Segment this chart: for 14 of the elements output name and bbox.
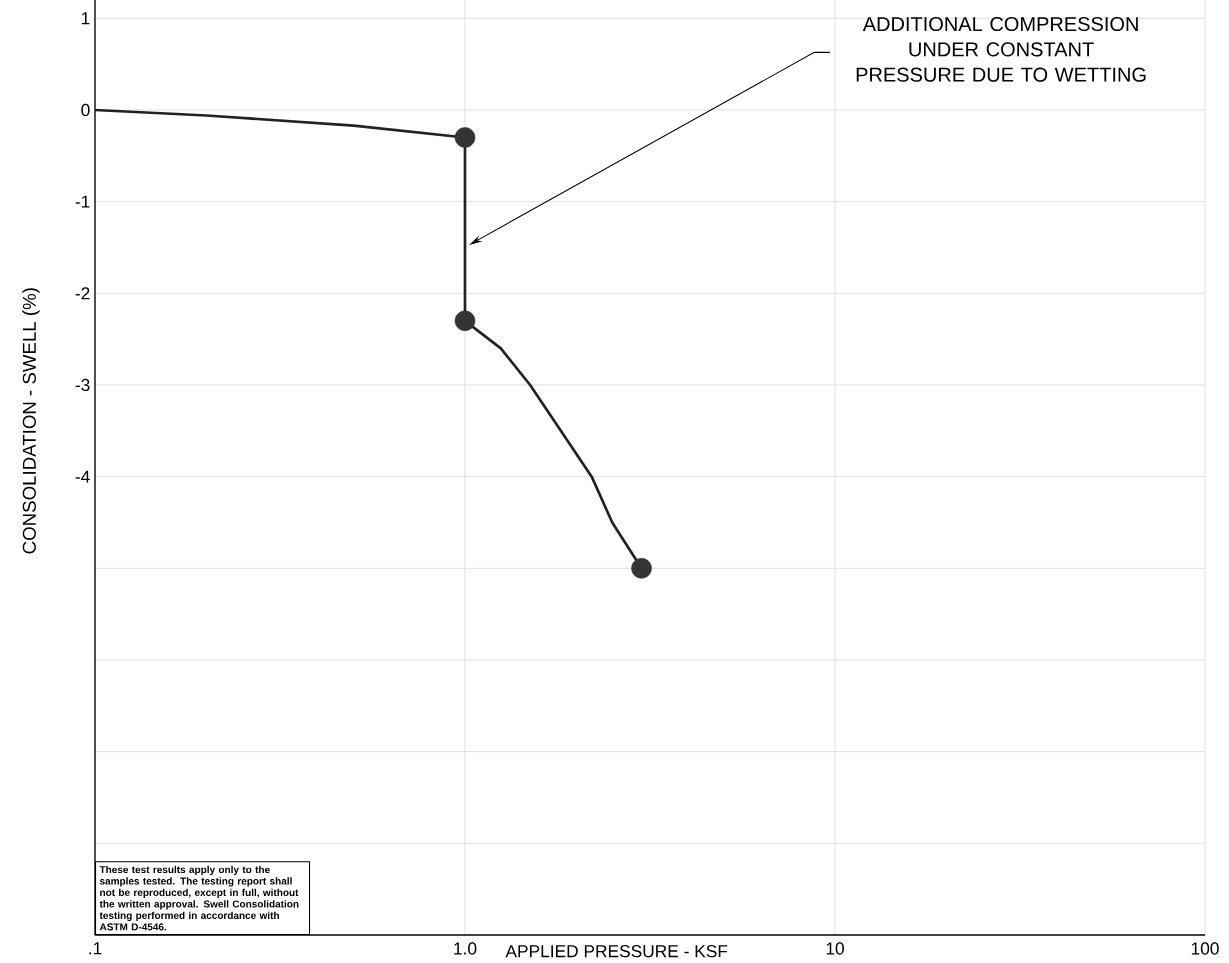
x-tick-label: .1: [89, 942, 102, 955]
y-tick-label: 0: [81, 103, 90, 117]
x-tick-label: 10: [826, 942, 844, 955]
y-axis-title: CONSOLIDATION - SWELL (%): [22, 288, 40, 554]
y-tick-label: -2: [75, 287, 90, 300]
y-tick-label: -4: [75, 470, 90, 483]
annotation: ADDITIONAL COMPRESSION UNDER CONSTANT PRESSURE DUE TO WETTING: [856, 16, 1146, 82]
x-axis-title: APPLIED PRESSURE - KSF: [505, 945, 728, 958]
x-tick-label: 1.0: [454, 942, 477, 955]
y-tick-label: 1: [81, 12, 90, 25]
annotation: These test results apply only to the samples tested. The testing report shall not be reproduced, except in full, without the written approval. Swell Consolidation testing performed in accordance with ASTM D-4546.: [99, 865, 299, 931]
x-tick-label: 100: [1191, 942, 1219, 955]
y-tick-label: -3: [75, 378, 90, 392]
y-tick-label: -1: [75, 195, 90, 208]
